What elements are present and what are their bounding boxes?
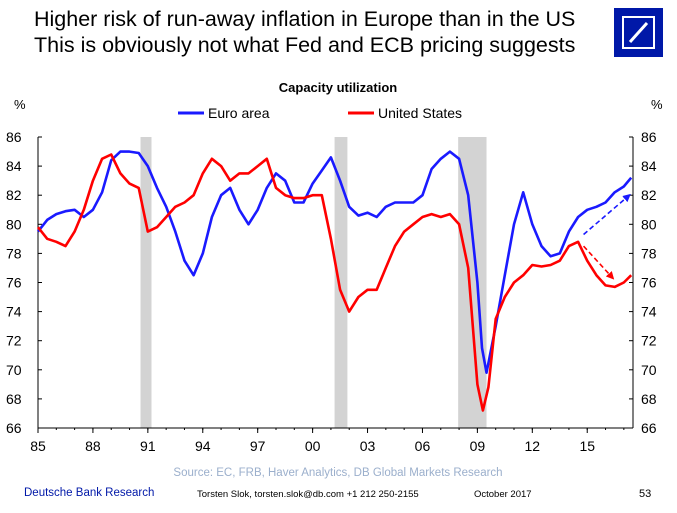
- chart-title: Capacity utilization: [279, 80, 398, 95]
- y-tick-label-left: 78: [6, 245, 22, 261]
- x-tick-label: 03: [360, 438, 376, 454]
- projection-arrow: [582, 245, 615, 280]
- x-tick-label: 15: [579, 438, 595, 454]
- y-tick-label-right: 68: [641, 391, 657, 407]
- x-tick-label: 12: [525, 438, 541, 454]
- x-tick-label: 06: [415, 438, 431, 454]
- headline: Higher risk of run-away inflation in Eur…: [34, 6, 575, 58]
- projection-arrow: [583, 193, 631, 236]
- y-tick-label-right: 84: [641, 158, 657, 174]
- chart-source: Source: EC, FRB, Haver Analytics, DB Glo…: [173, 467, 502, 479]
- y-tick-label-left: 72: [6, 333, 22, 349]
- logo-slash-square-icon: [622, 16, 655, 49]
- y-axis-left-unit: %: [14, 97, 26, 112]
- y-tick-label-left: 68: [6, 391, 22, 407]
- y-tick-label-left: 86: [6, 129, 22, 145]
- y-tick-label-right: 66: [641, 420, 657, 436]
- series-line: [36, 153, 633, 412]
- y-tick-label-right: 70: [641, 362, 657, 378]
- x-tick-label: 94: [195, 438, 211, 454]
- legend-label: Euro area: [208, 105, 270, 121]
- deutsche-bank-logo: [614, 8, 663, 57]
- footer-author: Torsten Slok, torsten.slok@db.com +1 212…: [197, 489, 419, 500]
- x-tick-label: 91: [140, 438, 156, 454]
- x-tick-label: 85: [30, 438, 46, 454]
- x-tick-label: 97: [250, 438, 266, 454]
- y-tick-label-left: 76: [6, 275, 22, 291]
- x-tick-label: 00: [305, 438, 321, 454]
- y-axis-right-unit: %: [651, 97, 663, 112]
- recession-band: [140, 137, 152, 428]
- capacity-utilization-chart: Capacity utilization% % Euro area United St…: [6, 80, 663, 479]
- y-tick-label-left: 74: [6, 304, 22, 320]
- headline-line-1: Higher risk of run-away inflation in Eur…: [34, 7, 576, 31]
- recession-band: [334, 137, 348, 428]
- series-line: [36, 150, 633, 375]
- legend-label: United States: [378, 105, 462, 121]
- y-tick-label-right: 82: [641, 187, 657, 203]
- recession-band: [458, 137, 487, 428]
- page-number: 53: [639, 488, 652, 500]
- x-tick-label: 09: [470, 438, 486, 454]
- headline-line-2: This is obviously not what Fed and ECB p…: [34, 33, 576, 57]
- footer-brand: Deutsche Bank Research: [24, 487, 155, 499]
- y-tick-label-right: 74: [641, 304, 657, 320]
- y-tick-label-right: 76: [641, 275, 657, 291]
- y-tick-label-left: 70: [6, 362, 22, 378]
- x-tick-label: 88: [85, 438, 101, 454]
- y-tick-label-left: 80: [6, 216, 22, 232]
- y-tick-label-left: 82: [6, 187, 22, 203]
- footer-date: October 2017: [474, 489, 532, 500]
- y-tick-label-left: 84: [6, 158, 22, 174]
- y-tick-label-right: 86: [641, 129, 657, 145]
- y-tick-label-left: 66: [6, 420, 22, 436]
- y-tick-label-right: 78: [641, 245, 657, 261]
- y-tick-label-right: 80: [641, 216, 657, 232]
- y-tick-label-right: 72: [641, 333, 657, 349]
